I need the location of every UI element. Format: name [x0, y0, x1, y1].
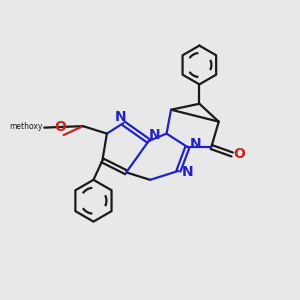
Text: N: N	[190, 137, 202, 151]
Text: N: N	[149, 128, 161, 142]
Text: methoxy: methoxy	[9, 122, 43, 130]
Text: N: N	[115, 110, 127, 124]
Text: O: O	[55, 120, 67, 134]
Text: O: O	[233, 147, 245, 161]
Text: N: N	[182, 165, 193, 179]
